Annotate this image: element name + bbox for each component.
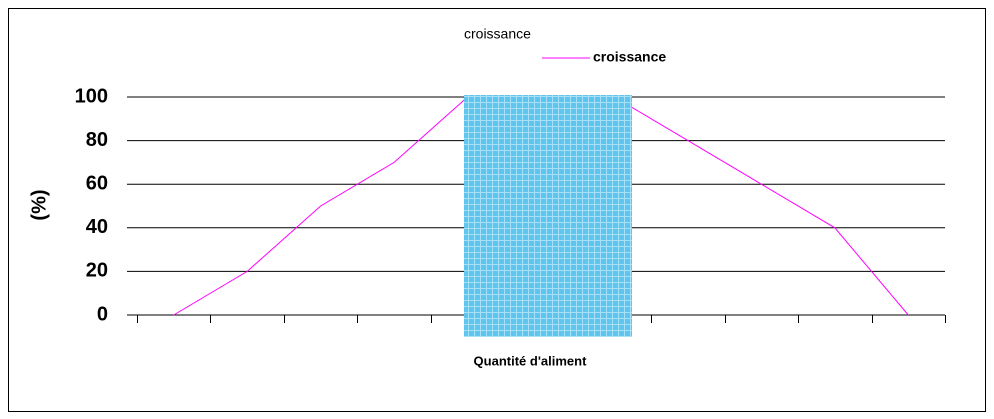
highlight-range — [464, 95, 632, 337]
x-axis-label: Quantité d'aliment — [474, 353, 588, 368]
y-axis-label: (%) — [28, 189, 50, 220]
y-tick-label: 60 — [86, 172, 108, 194]
chart-title: croissance — [464, 26, 531, 42]
y-tick-label: 80 — [86, 129, 108, 151]
legend-label: croissance — [593, 49, 666, 65]
y-tick-label: 0 — [97, 303, 108, 325]
y-tick-label: 100 — [75, 85, 108, 107]
y-tick-label: 20 — [86, 260, 108, 282]
y-tick-label: 40 — [86, 216, 108, 238]
